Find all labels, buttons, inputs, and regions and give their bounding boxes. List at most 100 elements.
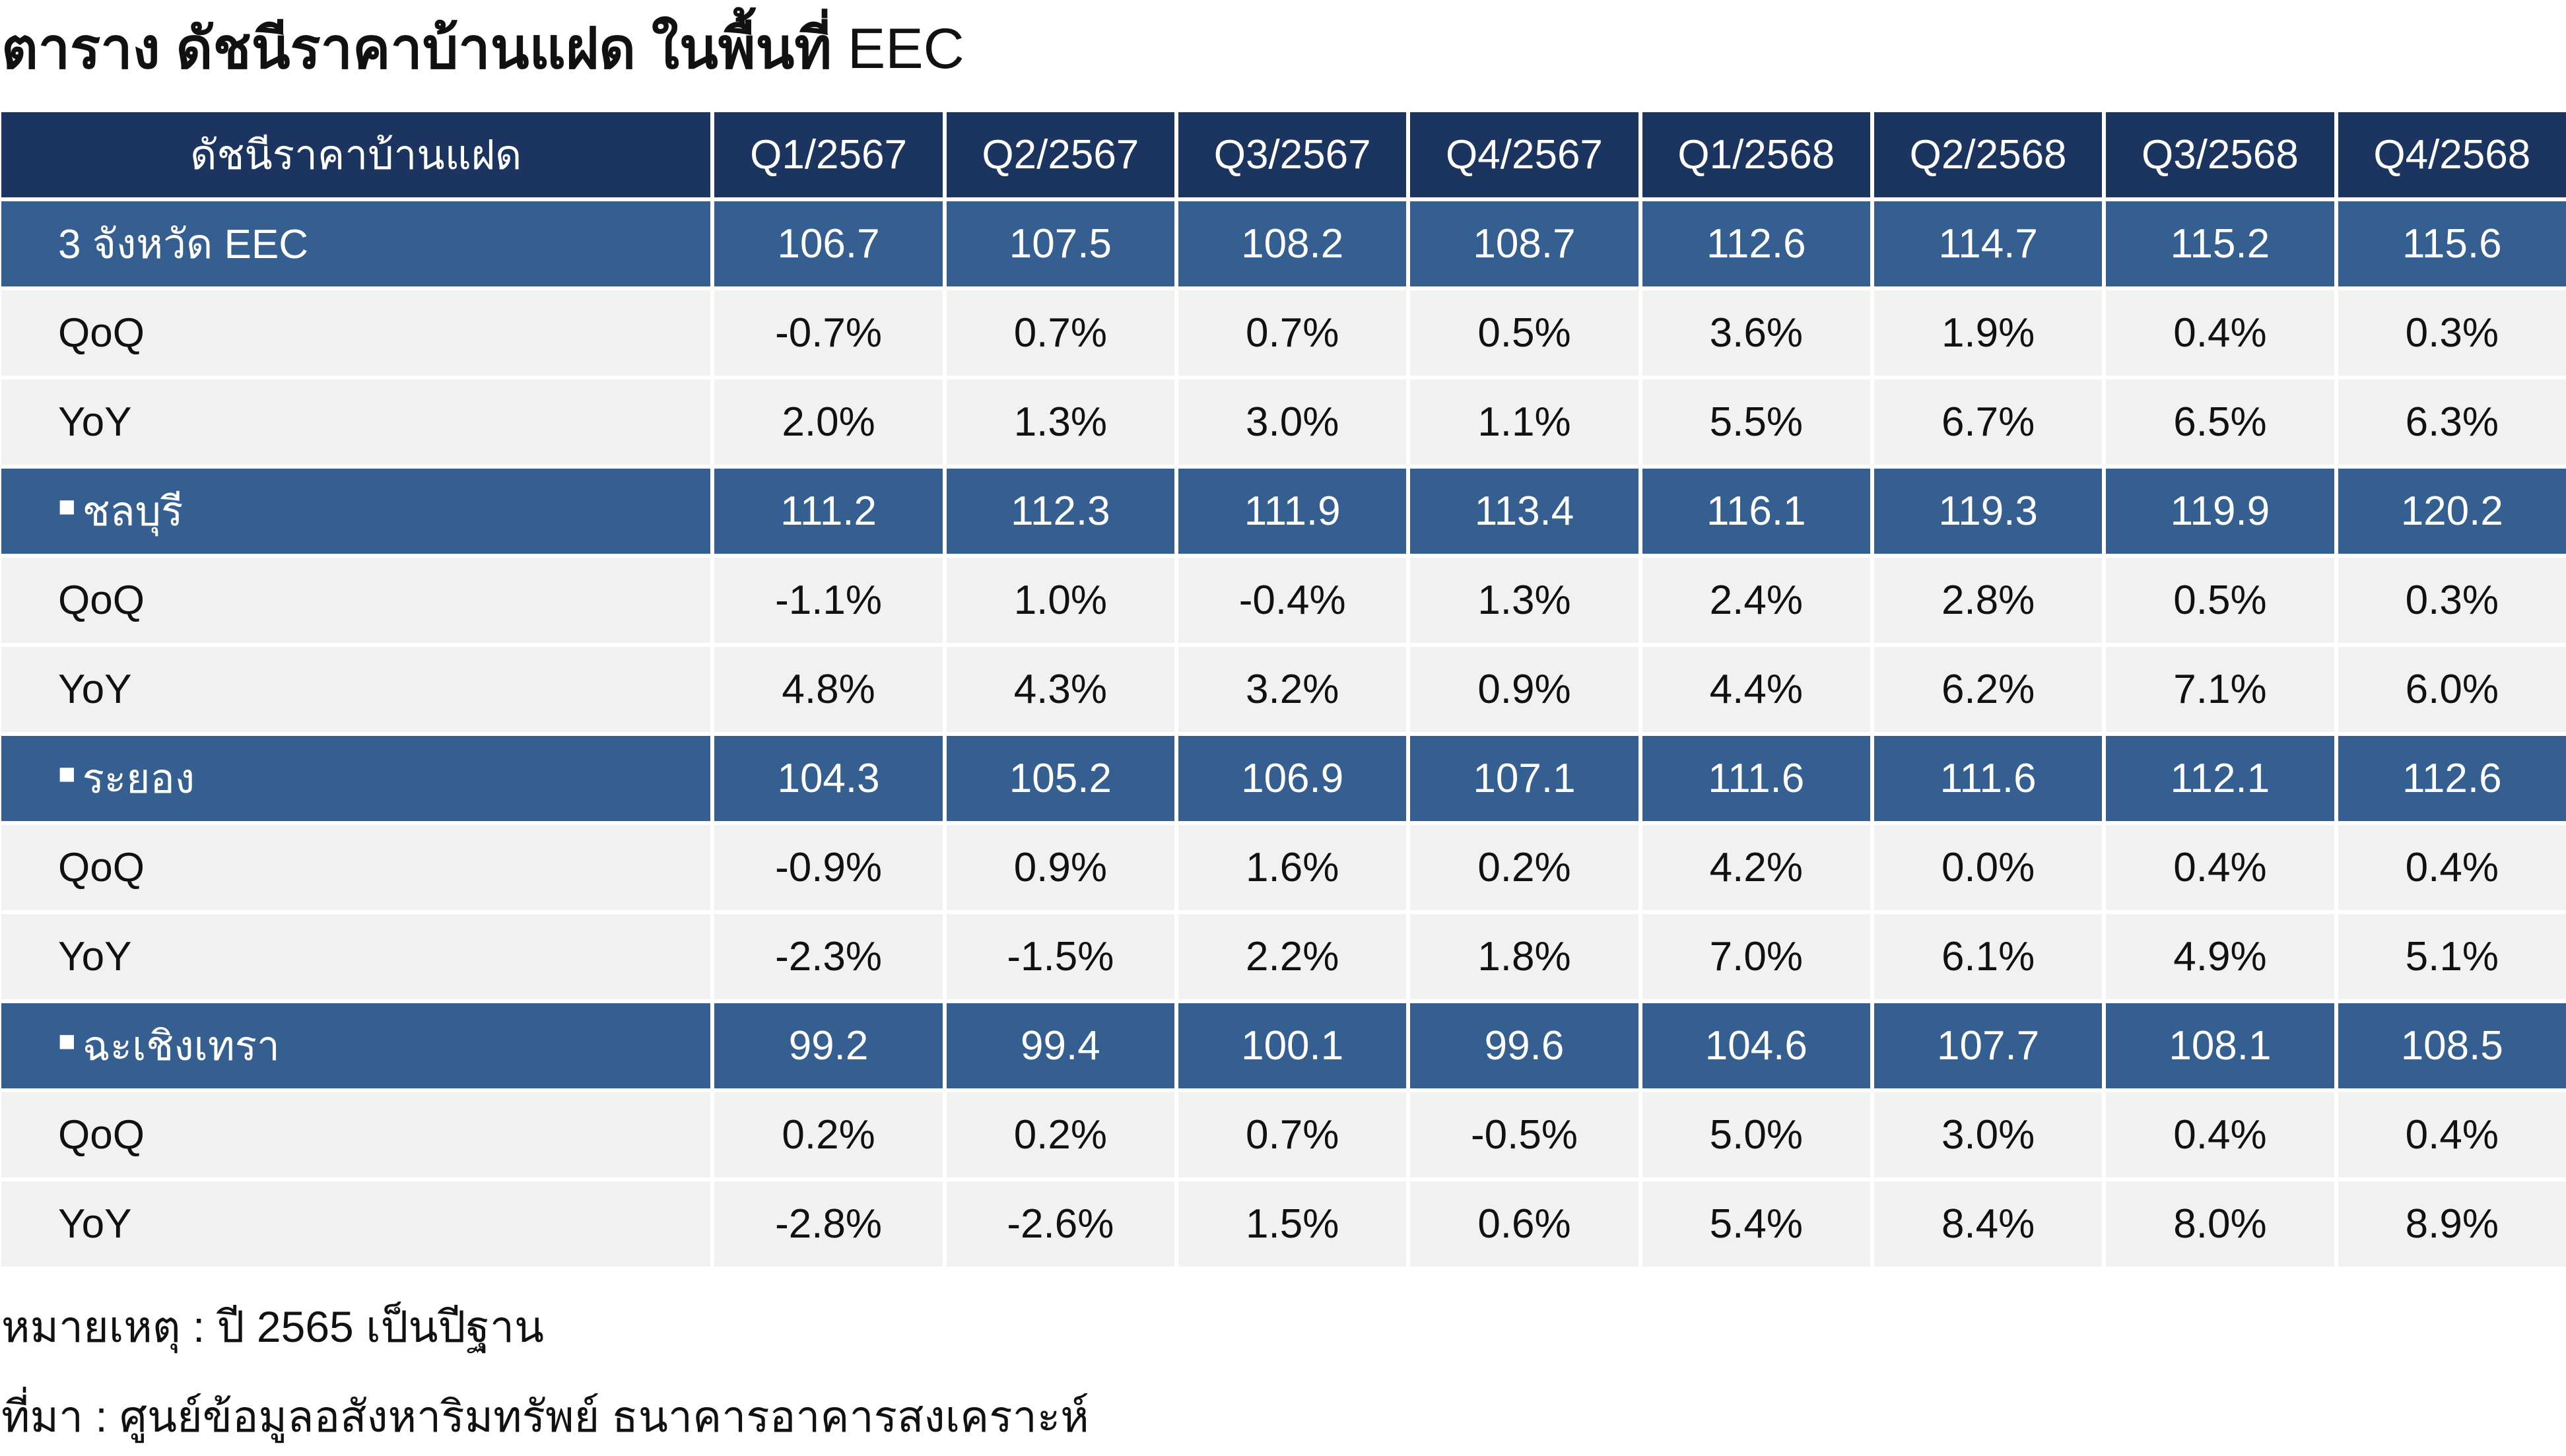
value-cell: 112.1 bbox=[2106, 736, 2334, 821]
footnote-source: ที่มา : ศูนย์ข้อมูลอสังหาริมทรัพย์ ธนาคา… bbox=[1, 1392, 1089, 1441]
value-cell: 0.2% bbox=[1410, 825, 1638, 910]
value-cell: 0.0% bbox=[1874, 825, 2103, 910]
value-cell: 3.0% bbox=[1178, 380, 1407, 465]
value-cell: 0.6% bbox=[1410, 1181, 1638, 1267]
row-label-text: ฉะเชิงเทรา bbox=[82, 1023, 280, 1069]
house-price-index-table: ดัชนีราคาบ้านแฝด Q1/2567 Q2/2567 Q3/2567… bbox=[0, 108, 2566, 1271]
value-cell: 104.3 bbox=[714, 736, 943, 821]
value-cell: 112.6 bbox=[2338, 736, 2566, 821]
yoy-row: YoY -2.3% -1.5% 2.2% 1.8% 7.0% 6.1% 4.9% 5.1% bbox=[1, 914, 2566, 999]
header-cell-quarter: Q1/2567 bbox=[714, 112, 943, 197]
value-cell: 8.9% bbox=[2338, 1181, 2566, 1267]
yoy-row: YoY 2.0% 1.3% 3.0% 1.1% 5.5% 6.7% 6.5% 6.3% bbox=[1, 380, 2566, 465]
value-cell: 2.4% bbox=[1642, 558, 1870, 643]
value-cell: 111.2 bbox=[714, 469, 943, 554]
value-cell: 111.6 bbox=[1874, 736, 2103, 821]
value-cell: 5.5% bbox=[1642, 380, 1870, 465]
value-cell: 116.1 bbox=[1642, 469, 1870, 554]
value-cell: 115.6 bbox=[2338, 201, 2566, 286]
value-cell: 0.4% bbox=[2338, 825, 2566, 910]
value-cell: 0.7% bbox=[946, 290, 1175, 376]
value-cell: 114.7 bbox=[1874, 201, 2103, 286]
header-cell-quarter: Q4/2568 bbox=[2338, 112, 2566, 197]
value-cell: 1.6% bbox=[1178, 825, 1407, 910]
header-cell-quarter: Q4/2567 bbox=[1410, 112, 1638, 197]
yoy-row: YoY 4.8% 4.3% 3.2% 0.9% 4.4% 6.2% 7.1% 6.0% bbox=[1, 647, 2566, 732]
value-cell: 108.1 bbox=[2106, 1003, 2334, 1088]
value-cell: 107.5 bbox=[946, 201, 1175, 286]
value-cell: 5.1% bbox=[2338, 914, 2566, 999]
value-cell: 119.9 bbox=[2106, 469, 2334, 554]
value-cell: 3.2% bbox=[1178, 647, 1407, 732]
value-cell: 111.6 bbox=[1642, 736, 1870, 821]
value-cell: -1.5% bbox=[946, 914, 1175, 999]
value-cell: -2.6% bbox=[946, 1181, 1175, 1267]
value-cell: 5.4% bbox=[1642, 1181, 1870, 1267]
value-cell: 119.3 bbox=[1874, 469, 2103, 554]
row-label: YoY bbox=[1, 380, 711, 465]
value-cell: 99.4 bbox=[946, 1003, 1175, 1088]
value-cell: 107.7 bbox=[1874, 1003, 2103, 1088]
value-cell: 1.3% bbox=[1410, 558, 1638, 643]
value-cell: -1.1% bbox=[714, 558, 943, 643]
bullet-square-icon: ■ bbox=[58, 490, 76, 523]
value-cell: -0.7% bbox=[714, 290, 943, 376]
row-label-text: QoQ bbox=[58, 1112, 145, 1158]
value-cell: 108.2 bbox=[1178, 201, 1407, 286]
row-label: QoQ bbox=[1, 558, 711, 643]
value-cell: 108.5 bbox=[2338, 1003, 2566, 1088]
value-cell: 2.2% bbox=[1178, 914, 1407, 999]
row-label-text: YoY bbox=[58, 667, 132, 712]
value-cell: 8.0% bbox=[2106, 1181, 2334, 1267]
value-cell: 6.1% bbox=[1874, 914, 2103, 999]
value-cell: 112.6 bbox=[1642, 201, 1870, 286]
row-label: ■ ระยอง bbox=[1, 736, 711, 821]
qoq-row: QoQ -0.9% 0.9% 1.6% 0.2% 4.2% 0.0% 0.4% 0.4% bbox=[1, 825, 2566, 910]
value-cell: 1.8% bbox=[1410, 914, 1638, 999]
value-cell: 7.0% bbox=[1642, 914, 1870, 999]
row-label: YoY bbox=[1, 647, 711, 732]
qoq-row: QoQ 0.2% 0.2% 0.7% -0.5% 5.0% 3.0% 0.4% 0.4% bbox=[1, 1092, 2566, 1177]
value-cell: 0.2% bbox=[714, 1092, 943, 1177]
value-cell: 107.1 bbox=[1410, 736, 1638, 821]
value-cell: 2.8% bbox=[1874, 558, 2103, 643]
value-cell: 0.9% bbox=[946, 825, 1175, 910]
row-label-text: QoQ bbox=[58, 578, 145, 623]
row-label-text: YoY bbox=[58, 934, 132, 979]
qoq-row: QoQ -0.7% 0.7% 0.7% 0.5% 3.6% 1.9% 0.4% 0.3% bbox=[1, 290, 2566, 376]
page-title-thai: ตาราง ดัชนีราคาบ้านแฝด ในพื้นที่ bbox=[1, 17, 832, 81]
value-cell: -0.5% bbox=[1410, 1092, 1638, 1177]
value-cell: 112.3 bbox=[946, 469, 1175, 554]
row-label: QoQ bbox=[1, 1092, 711, 1177]
value-cell: 105.2 bbox=[946, 736, 1175, 821]
page-title: ตาราง ดัชนีราคาบ้านแฝด ในพื้นที่ EEC bbox=[1, 12, 964, 86]
province-row: ■ ชลบุรี 111.2 112.3 111.9 113.4 116.1 119.3 119… bbox=[1, 469, 2566, 554]
value-cell: 1.1% bbox=[1410, 380, 1638, 465]
header-cell-quarter: Q2/2567 bbox=[946, 112, 1175, 197]
value-cell: 0.5% bbox=[1410, 290, 1638, 376]
value-cell: 0.4% bbox=[2106, 1092, 2334, 1177]
header-cell-index-name: ดัชนีราคาบ้านแฝด bbox=[1, 112, 711, 197]
bullet-square-icon: ■ bbox=[58, 757, 76, 790]
value-cell: 3.0% bbox=[1874, 1092, 2103, 1177]
footnote-base-year: หมายเหตุ : ปี 2565 เป็นปีฐาน bbox=[1, 1302, 545, 1351]
header-cell-quarter: Q3/2568 bbox=[2106, 112, 2334, 197]
row-label: QoQ bbox=[1, 825, 711, 910]
value-cell: 6.0% bbox=[2338, 647, 2566, 732]
value-cell: 106.7 bbox=[714, 201, 943, 286]
value-cell: 6.3% bbox=[2338, 380, 2566, 465]
value-cell: 0.4% bbox=[2338, 1092, 2566, 1177]
value-cell: 113.4 bbox=[1410, 469, 1638, 554]
row-label-text: ชลบุรี bbox=[82, 488, 184, 535]
value-cell: 0.3% bbox=[2338, 558, 2566, 643]
value-cell: 4.4% bbox=[1642, 647, 1870, 732]
value-cell: 2.0% bbox=[714, 380, 943, 465]
value-cell: 1.0% bbox=[946, 558, 1175, 643]
row-label-text: QoQ bbox=[58, 310, 145, 356]
value-cell: 1.5% bbox=[1178, 1181, 1407, 1267]
value-cell: -0.4% bbox=[1178, 558, 1407, 643]
header-cell-quarter: Q3/2567 bbox=[1178, 112, 1407, 197]
row-label: QoQ bbox=[1, 290, 711, 376]
row-label: YoY bbox=[1, 914, 711, 999]
table-header-row: ดัชนีราคาบ้านแฝด Q1/2567 Q2/2567 Q3/2567… bbox=[1, 112, 2566, 197]
